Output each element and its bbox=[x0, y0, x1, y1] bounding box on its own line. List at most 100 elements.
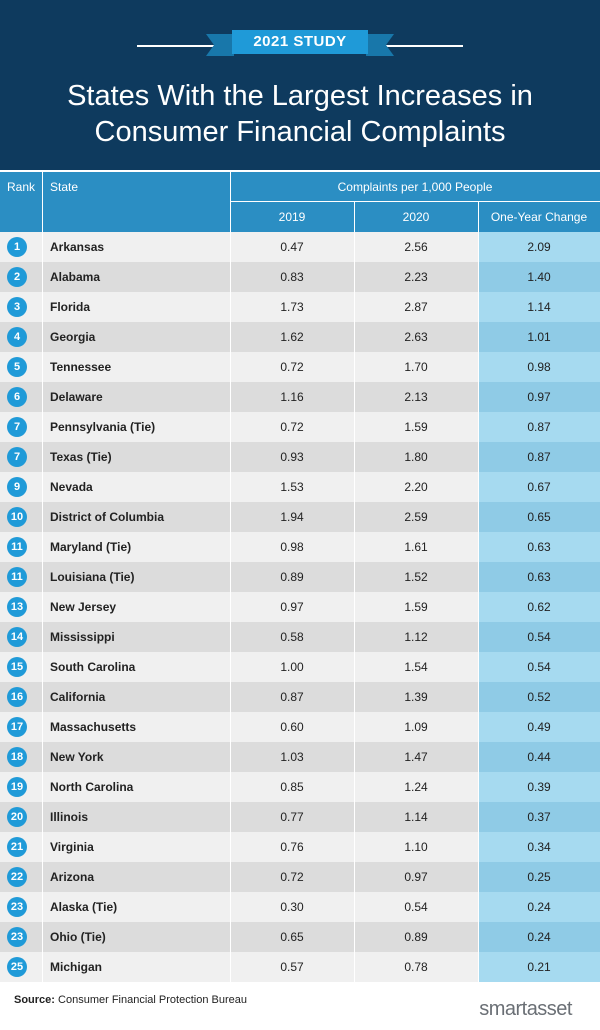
value-cell: 1.59 bbox=[404, 600, 428, 614]
table-row: 9 Nevada 1.53 2.20 0.67 bbox=[0, 472, 600, 502]
value-cell: 1.47 bbox=[404, 750, 428, 764]
rank-badge: 14 bbox=[7, 627, 27, 647]
change-cell: 0.49 bbox=[478, 712, 600, 742]
change-cell: 0.63 bbox=[478, 562, 600, 592]
state-cell: North Carolina bbox=[50, 780, 134, 794]
source: Source: Consumer Financial Protection Bu… bbox=[14, 994, 247, 1006]
state-cell: Michigan bbox=[50, 960, 103, 974]
value-cell: 1.59 bbox=[404, 420, 428, 434]
table-row: 25 Michigan 0.57 0.78 0.21 bbox=[0, 952, 600, 982]
value-cell: 1.53 bbox=[280, 480, 304, 494]
table-row: 22 Arizona 0.72 0.97 0.25 bbox=[0, 862, 600, 892]
change-cell: 0.62 bbox=[478, 592, 600, 622]
state-cell: Ohio (Tie) bbox=[50, 930, 106, 944]
table-row: 17 Massachusetts 0.60 1.09 0.49 bbox=[0, 712, 600, 742]
divider bbox=[42, 172, 43, 982]
rank-badge: 6 bbox=[7, 387, 27, 407]
value-cell: 0.72 bbox=[280, 420, 304, 434]
ribbon-tail bbox=[366, 34, 394, 56]
state-cell: New Jersey bbox=[50, 600, 117, 614]
header-cell: 2019 bbox=[278, 210, 306, 224]
source-text: Consumer Financial Protection Bureau bbox=[58, 994, 247, 1006]
value-cell: 1.00 bbox=[280, 660, 304, 674]
rank-badge: 1 bbox=[7, 237, 27, 257]
change-cell: 0.87 bbox=[478, 412, 600, 442]
rank-badge: 18 bbox=[7, 747, 27, 767]
table-row: 13 New Jersey 0.97 1.59 0.62 bbox=[0, 592, 600, 622]
state-cell: Arizona bbox=[50, 870, 95, 884]
value-cell: 0.72 bbox=[280, 870, 304, 884]
source-label: Source: bbox=[14, 994, 55, 1006]
value-cell: 1.09 bbox=[404, 720, 428, 734]
table-row: 7 Pennsylvania (Tie) 0.72 1.59 0.87 bbox=[0, 412, 600, 442]
state-cell: Arkansas bbox=[50, 240, 105, 254]
rank-badge: 22 bbox=[7, 867, 27, 887]
value-cell: 0.89 bbox=[280, 570, 304, 584]
table-body: 1 Arkansas 0.47 2.56 2.09 2 Alabama 0.83 2.23 1.4… bbox=[0, 232, 600, 982]
rank-badge: 20 bbox=[7, 807, 27, 827]
table-row: 20 Illinois 0.77 1.14 0.37 bbox=[0, 802, 600, 832]
value-cell: 0.85 bbox=[280, 780, 304, 794]
rank-badge: 15 bbox=[7, 657, 27, 677]
rank-badge: 16 bbox=[7, 687, 27, 707]
rank-badge: 7 bbox=[7, 447, 27, 467]
state-cell: Illinois bbox=[50, 810, 89, 824]
change-cell: 0.97 bbox=[478, 382, 600, 412]
value-cell: 0.57 bbox=[280, 960, 304, 974]
value-cell: 2.87 bbox=[404, 300, 428, 314]
value-cell: 1.12 bbox=[404, 630, 428, 644]
footer: Source: Consumer Financial Protection Bu… bbox=[0, 982, 600, 1030]
table-row: 2 Alabama 0.83 2.23 1.40 bbox=[0, 262, 600, 292]
header-cell: State bbox=[50, 180, 79, 194]
change-cell: 1.40 bbox=[478, 262, 600, 292]
change-cell: 0.98 bbox=[478, 352, 600, 382]
table-row: 18 New York 1.03 1.47 0.44 bbox=[0, 742, 600, 772]
header-cell: Rank bbox=[6, 180, 35, 194]
value-cell: 0.87 bbox=[280, 690, 304, 704]
state-cell: Georgia bbox=[50, 330, 96, 344]
value-cell: 2.20 bbox=[404, 480, 428, 494]
change-cell: 0.21 bbox=[478, 952, 600, 982]
rank-badge: 9 bbox=[7, 477, 27, 497]
hero: 2021 STUDY States With the Largest Incre… bbox=[0, 0, 600, 170]
state-cell: Florida bbox=[50, 300, 91, 314]
value-cell: 1.62 bbox=[280, 330, 304, 344]
change-cell: 0.24 bbox=[478, 922, 600, 952]
change-cell: 0.34 bbox=[478, 832, 600, 862]
rank-badge: 13 bbox=[7, 597, 27, 617]
logo: smartasset bbox=[479, 998, 572, 1020]
value-cell: 1.94 bbox=[280, 510, 304, 524]
change-cell: 0.25 bbox=[478, 862, 600, 892]
value-cell: 0.76 bbox=[280, 840, 304, 854]
state-cell: Alabama bbox=[50, 270, 101, 284]
divider bbox=[230, 201, 600, 202]
table-row: 5 Tennessee 0.72 1.70 0.98 bbox=[0, 352, 600, 382]
table-row: 1 Arkansas 0.47 2.56 2.09 bbox=[0, 232, 600, 262]
change-cell: 1.01 bbox=[478, 322, 600, 352]
change-cell: 0.87 bbox=[478, 442, 600, 472]
header-cell: Complaints per 1,000 People bbox=[337, 180, 493, 194]
change-cell: 0.37 bbox=[478, 802, 600, 832]
rule bbox=[371, 45, 463, 47]
header-cell: 2020 bbox=[402, 210, 430, 224]
table-row: 16 California 0.87 1.39 0.52 bbox=[0, 682, 600, 712]
value-cell: 1.80 bbox=[404, 450, 428, 464]
table-row: 19 North Carolina 0.85 1.24 0.39 bbox=[0, 772, 600, 802]
change-cell: 1.14 bbox=[478, 292, 600, 322]
title: States With the Largest Increases in Con… bbox=[0, 78, 600, 150]
state-cell: Delaware bbox=[50, 390, 103, 404]
change-cell: 0.52 bbox=[478, 682, 600, 712]
value-cell: 0.77 bbox=[280, 810, 304, 824]
value-cell: 2.63 bbox=[404, 330, 428, 344]
state-cell: Louisiana (Tie) bbox=[50, 570, 135, 584]
value-cell: 0.65 bbox=[280, 930, 304, 944]
title-line: Consumer Financial Complaints bbox=[94, 116, 506, 148]
value-cell: 0.54 bbox=[404, 900, 428, 914]
state-cell: New York bbox=[50, 750, 104, 764]
table-header: Rank State Complaints per 1,000 People 2… bbox=[0, 172, 600, 232]
value-cell: 0.83 bbox=[280, 270, 304, 284]
rank-badge: 4 bbox=[7, 327, 27, 347]
badge: 2021 STUDY bbox=[232, 30, 368, 54]
rank-badge: 11 bbox=[7, 537, 27, 557]
rank-badge: 11 bbox=[7, 567, 27, 587]
